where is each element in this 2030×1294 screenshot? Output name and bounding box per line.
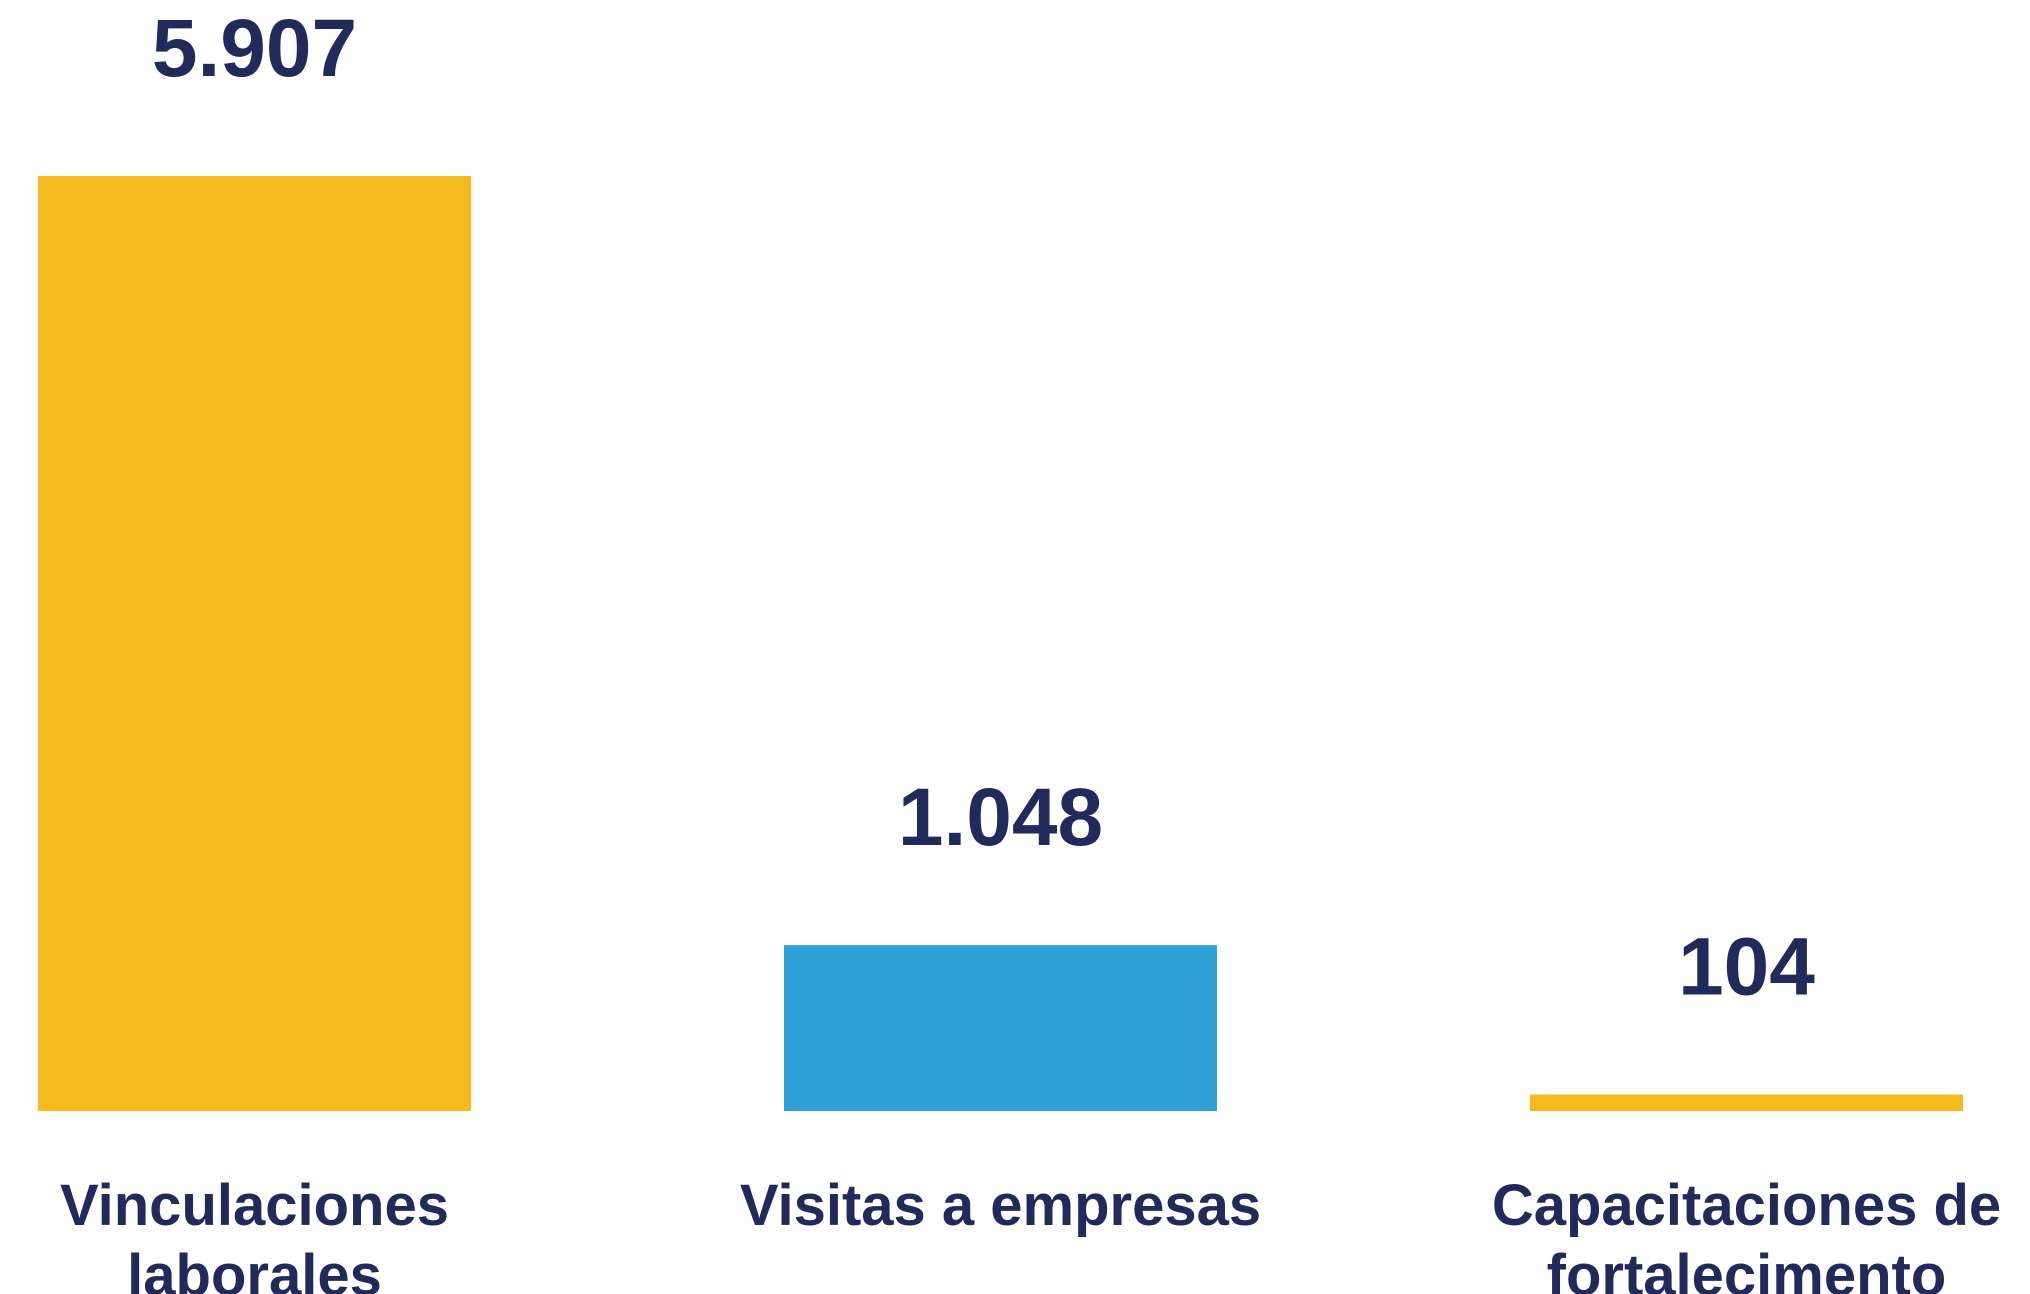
value-label-2: 1.048 [898,772,1103,863]
value-label-1: 5.907 [152,3,357,94]
category-label-2-line-1: Visitas a empresas [740,1173,1261,1238]
category-labels-layer: Vinculaciones laborales Visitas a empresas… [60,1173,2001,1294]
bar-3 [1530,1094,1963,1111]
value-label-3: 104 [1678,922,1815,1013]
category-label-1-line-2: laborales [127,1243,382,1294]
category-label-3-line-1: Capacitaciones de [1492,1173,2001,1238]
category-label-2: Visitas a empresas [740,1173,1261,1238]
bar-2 [784,945,1217,1111]
value-labels-layer: 5.907 1.048 104 [152,3,1815,1013]
bars-layer [38,176,1963,1111]
category-label-3-line-2: fortalecimento [1547,1243,1947,1294]
bar-1 [38,176,471,1111]
category-label-1: Vinculaciones laborales [60,1173,449,1294]
category-label-1-line-1: Vinculaciones [60,1173,449,1238]
category-label-3: Capacitaciones de fortalecimento [1492,1173,2001,1294]
